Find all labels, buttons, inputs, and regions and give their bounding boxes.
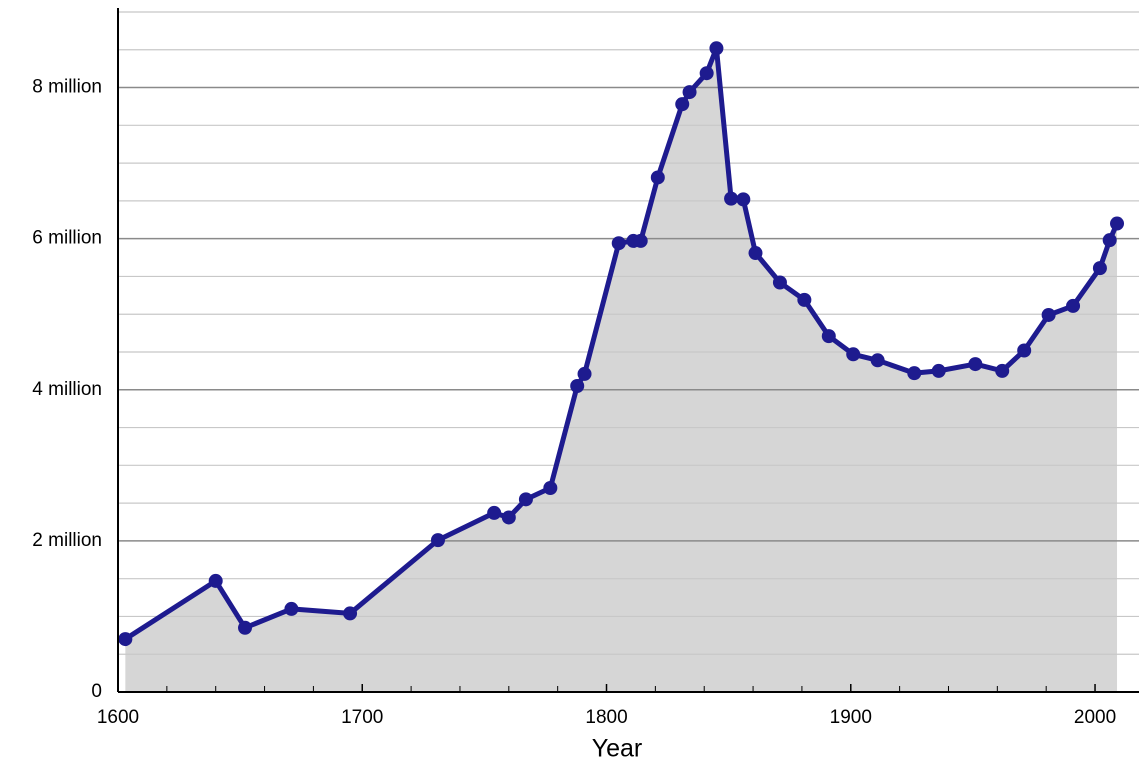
y-tick-label: 8 million <box>32 77 102 98</box>
y-tick-label: 0 <box>91 681 102 702</box>
marker <box>577 366 592 381</box>
marker <box>748 246 763 261</box>
marker <box>343 606 358 621</box>
marker <box>907 366 922 381</box>
marker <box>1041 307 1056 322</box>
marker <box>968 357 983 372</box>
marker <box>611 236 626 251</box>
y-tick-label: 2 million <box>32 530 102 551</box>
marker <box>1102 233 1117 248</box>
marker <box>870 353 885 368</box>
marker <box>208 573 223 588</box>
marker <box>724 191 739 206</box>
marker <box>1092 261 1107 276</box>
x-tick-label: 1700 <box>341 707 383 728</box>
x-tick-label: 1800 <box>585 707 627 728</box>
marker <box>570 379 585 393</box>
marker <box>650 170 665 185</box>
marker <box>118 632 133 647</box>
marker <box>682 85 697 100</box>
marker <box>699 66 714 81</box>
marker <box>931 363 946 378</box>
marker <box>736 192 751 207</box>
marker <box>487 505 502 520</box>
y-tick-label: 6 million <box>32 228 102 249</box>
marker <box>995 363 1010 378</box>
marker <box>284 601 299 616</box>
x-tick-label: 1600 <box>97 707 139 728</box>
marker <box>821 329 836 344</box>
marker <box>846 347 861 362</box>
marker <box>543 481 558 495</box>
marker <box>501 510 516 525</box>
x-axis-label: Year <box>592 735 643 763</box>
marker <box>518 492 533 507</box>
marker <box>1110 216 1125 231</box>
marker <box>709 41 724 56</box>
marker <box>1017 343 1032 358</box>
marker <box>772 275 787 290</box>
x-tick-label: 2000 <box>1074 707 1116 728</box>
y-tick-label: 4 million <box>32 379 102 400</box>
marker <box>1066 298 1081 313</box>
x-tick-label: 1900 <box>830 707 872 728</box>
marker <box>238 620 253 635</box>
area <box>125 48 1118 693</box>
marker <box>675 97 690 112</box>
marker <box>797 292 812 307</box>
marker <box>430 533 445 548</box>
marker <box>633 233 648 248</box>
